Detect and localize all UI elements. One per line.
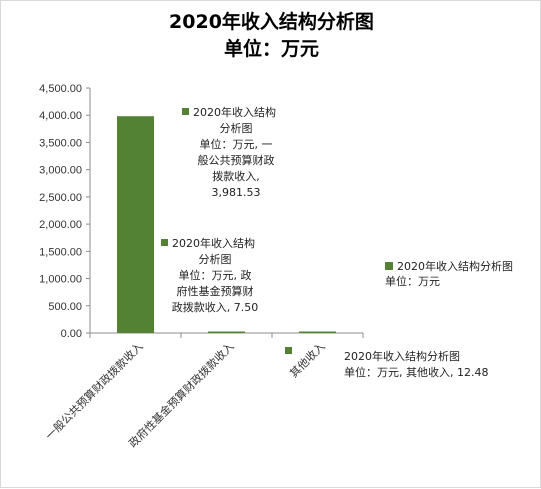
y-tick-label: 0.00	[61, 328, 82, 340]
legend: 2020年收入结构分析图 单位：万元	[385, 259, 535, 289]
data-label-text: 拨款收入,	[212, 169, 260, 183]
y-tick-label: 1,500.00	[39, 246, 82, 258]
data-label-swatch	[182, 108, 189, 115]
data-label-text: 单位：万元, 政	[179, 268, 252, 282]
bar	[208, 331, 245, 333]
bar	[117, 116, 154, 333]
legend-swatch	[385, 262, 393, 270]
data-label-text: 政拨款收入, 7.50	[172, 300, 259, 314]
chart-title-unit: 单位：万元	[223, 38, 319, 60]
y-tick-label: 3,500.00	[39, 137, 82, 149]
y-tick-label: 1,000.00	[39, 274, 82, 286]
y-tick-label: 4,500.00	[39, 83, 82, 95]
chart-title: 2020年收入结构分析图 单位：万元	[1, 9, 541, 63]
bar	[299, 331, 336, 333]
data-label-swatch	[161, 239, 168, 246]
data-label-text: 单位：万元, 其他收入, 12.48	[344, 365, 488, 379]
y-tick-label: 4,000.00	[39, 110, 82, 122]
data-label-text: 分析图	[220, 121, 253, 135]
legend-label-line1: 2020年收入结构分析图	[397, 260, 513, 273]
y-tick-label: 500.00	[48, 301, 82, 313]
chart-title-main: 2020年收入结构分析图	[169, 11, 374, 33]
data-label-text: 2020年收入结构分析图	[344, 349, 460, 363]
legend-entry: 2020年收入结构分析图	[385, 259, 535, 274]
data-label-text: 2020年收入结构	[193, 105, 276, 119]
x-category-label: 政府性基金预算财政拨款收入	[126, 339, 237, 450]
data-label-text: 般公共预算财政	[198, 153, 275, 167]
data-label-text: 府性基金预算财	[177, 284, 254, 298]
y-tick-label: 2,500.00	[39, 192, 82, 204]
data-label-swatch	[285, 347, 292, 354]
x-category-label: 一般公共预算财政拨款收入	[42, 339, 145, 442]
y-tick-label: 3,000.00	[39, 165, 82, 177]
data-label-text: 3,981.53	[212, 186, 261, 199]
data-label-text: 2020年收入结构	[172, 236, 255, 250]
data-label-text: 单位：万元, 一	[200, 137, 273, 151]
data-label-text: 分析图	[199, 252, 232, 266]
x-category-label: 其他收入	[287, 339, 328, 380]
y-tick-label: 2,000.00	[39, 219, 82, 231]
legend-label-line2: 单位：万元	[385, 275, 440, 288]
